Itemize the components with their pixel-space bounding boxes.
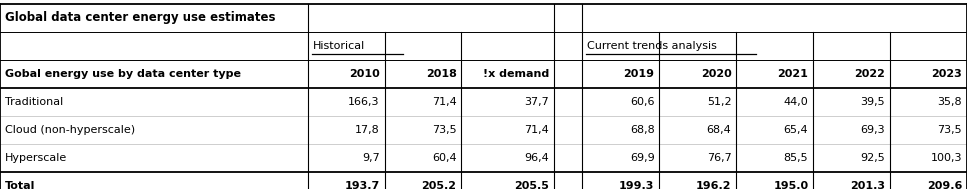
Text: 69,9: 69,9: [630, 153, 655, 163]
Text: Historical: Historical: [312, 41, 365, 51]
Text: Gobal energy use by data center type: Gobal energy use by data center type: [5, 69, 241, 79]
Text: 9,7: 9,7: [362, 153, 380, 163]
Text: 2018: 2018: [425, 69, 456, 79]
Text: Total: Total: [5, 181, 35, 189]
Text: 195,0: 195,0: [774, 181, 808, 189]
Text: 196,2: 196,2: [696, 181, 731, 189]
Text: Cloud (non-hyperscale): Cloud (non-hyperscale): [5, 125, 135, 135]
Text: 85,5: 85,5: [783, 153, 808, 163]
Text: Current trends analysis: Current trends analysis: [587, 41, 718, 51]
Text: !x demand: !x demand: [483, 69, 549, 79]
Text: 199,3: 199,3: [619, 181, 655, 189]
Text: 39,5: 39,5: [861, 97, 885, 107]
Text: 51,2: 51,2: [707, 97, 731, 107]
Text: 205,5: 205,5: [514, 181, 549, 189]
Text: 69,3: 69,3: [861, 125, 885, 135]
Text: Traditional: Traditional: [5, 97, 63, 107]
Text: 68,8: 68,8: [630, 125, 655, 135]
Text: 68,4: 68,4: [707, 125, 731, 135]
Text: 2010: 2010: [349, 69, 380, 79]
Text: 92,5: 92,5: [861, 153, 885, 163]
Text: 2022: 2022: [855, 69, 885, 79]
Text: 205,2: 205,2: [422, 181, 456, 189]
Text: 60,6: 60,6: [630, 97, 655, 107]
Text: 2021: 2021: [777, 69, 808, 79]
Text: 73,5: 73,5: [432, 125, 456, 135]
Text: Global data center energy use estimates: Global data center energy use estimates: [5, 11, 276, 24]
Text: 209,6: 209,6: [926, 181, 962, 189]
Text: 71,4: 71,4: [524, 125, 549, 135]
Text: 201,3: 201,3: [850, 181, 885, 189]
Text: 100,3: 100,3: [930, 153, 962, 163]
Text: 73,5: 73,5: [938, 125, 962, 135]
Text: Hyperscale: Hyperscale: [5, 153, 67, 163]
Text: 44,0: 44,0: [783, 97, 808, 107]
Text: 2019: 2019: [624, 69, 655, 79]
Text: 35,8: 35,8: [938, 97, 962, 107]
Text: 76,7: 76,7: [707, 153, 731, 163]
Text: 2023: 2023: [931, 69, 962, 79]
Text: 166,3: 166,3: [348, 97, 380, 107]
Text: 65,4: 65,4: [783, 125, 808, 135]
Text: 193,7: 193,7: [344, 181, 380, 189]
Text: 60,4: 60,4: [432, 153, 456, 163]
Text: 17,8: 17,8: [355, 125, 380, 135]
Text: 37,7: 37,7: [524, 97, 549, 107]
Text: 96,4: 96,4: [524, 153, 549, 163]
Text: 2020: 2020: [701, 69, 731, 79]
Text: 71,4: 71,4: [432, 97, 456, 107]
